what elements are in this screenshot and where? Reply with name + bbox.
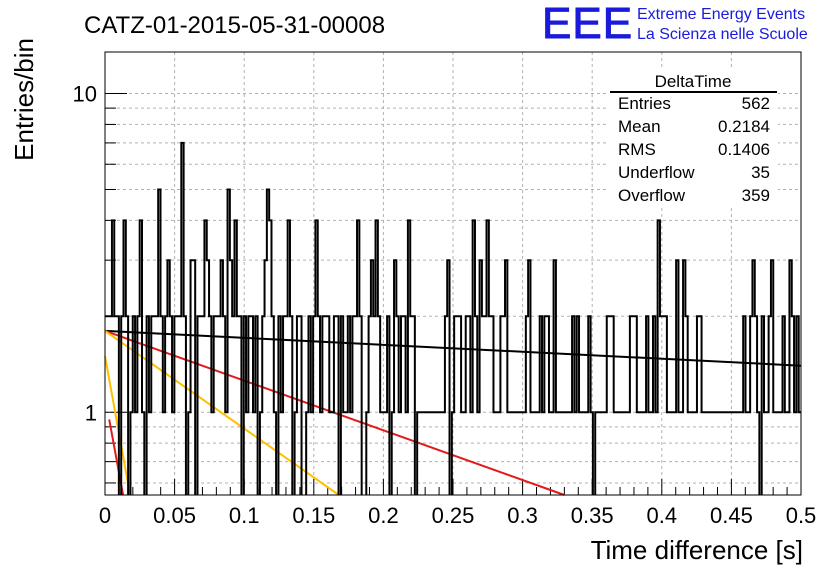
stats-row-label: Mean (618, 117, 661, 136)
stats-row-value: 35 (751, 163, 770, 182)
x-tick-label: 0.2 (368, 503, 399, 528)
y-tick-label: 10 (73, 82, 97, 107)
eee-logo: EEE Extreme Energy Events La Scienza nel… (542, 0, 808, 49)
x-tick-label: 0.25 (432, 503, 475, 528)
fit-line (104, 330, 340, 496)
fit-line (104, 329, 802, 367)
logo-line-2: La Scienza nelle Scuole (637, 26, 808, 43)
chart-title: CATZ-01-2015-05-31-00008 (84, 12, 385, 39)
stats-row-label: RMS (618, 140, 656, 159)
stats-box: DeltaTime Entries 562 Mean 0.2184 RMS 0.1406 U… (608, 70, 778, 208)
x-tick-label: 0.45 (710, 503, 753, 528)
y-tick-label: 1 (85, 400, 97, 425)
grid-lines (105, 52, 801, 495)
stats-box-title: DeltaTime (655, 72, 732, 91)
logo-mark: EEE (542, 0, 633, 48)
x-tick-label: 0.5 (786, 503, 817, 528)
stats-row-value: 359 (742, 186, 770, 205)
stats-row-label: Entries (618, 94, 671, 113)
tick-labels: 0 0.05 0.1 0.15 0.2 0.25 0.3 0.35 0.4 0.45 0.5 1 10 (73, 82, 817, 528)
stats-row-value: 562 (742, 94, 770, 113)
plot-frame (104, 51, 802, 496)
x-axis-label: Time difference [s] (591, 535, 803, 565)
stats-row-value: 0.2184 (718, 117, 770, 136)
x-tick-label: 0.15 (292, 503, 335, 528)
y-axis-label: Entries/bin (9, 38, 39, 161)
x-tick-label: 0.05 (153, 503, 196, 528)
stats-row-value: 0.1406 (718, 140, 770, 159)
x-tick-label: 0.3 (507, 503, 538, 528)
fit-line (104, 355, 132, 496)
x-tick-label: 0.4 (647, 503, 678, 528)
histogram-step-line (105, 141, 801, 495)
x-tick-label: 0.35 (571, 503, 614, 528)
logo-line-1: Extreme Energy Events (637, 6, 805, 23)
stats-row-label: Overflow (618, 186, 686, 205)
histogram-series (105, 141, 801, 495)
x-tick-label: 0.1 (229, 503, 260, 528)
x-tick-label: 0 (99, 503, 111, 528)
stats-row-label: Underflow (618, 163, 695, 182)
